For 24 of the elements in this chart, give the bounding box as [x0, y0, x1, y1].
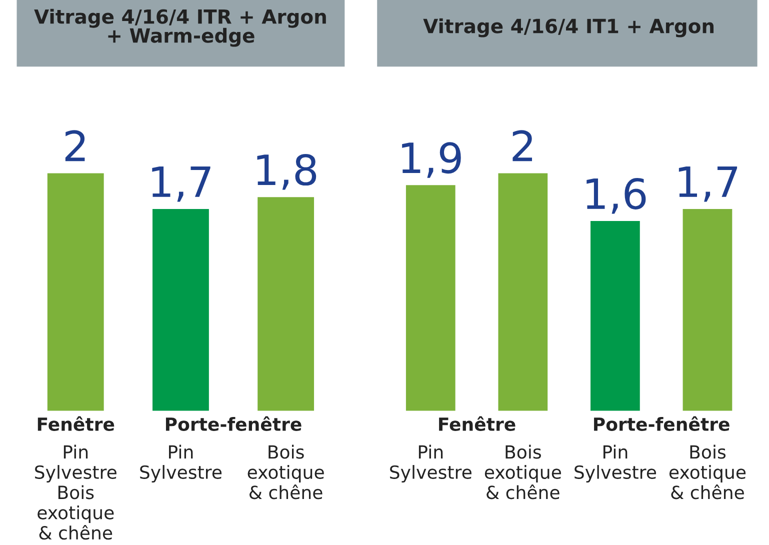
x-tick-label: Pin Sylvestre Bois exotique & chêne [35, 444, 116, 540]
x-tick-label: Bois exotique & chêne [484, 444, 561, 500]
bar [589, 220, 642, 412]
chart-title: Vitrage 4/16/4 IT1 + Argon [423, 18, 714, 38]
text: Porte-fenêtre [166, 416, 302, 432]
data-label: 1,7 [152, 166, 210, 202]
bar [681, 208, 734, 412]
bar [496, 172, 549, 412]
data-label: 1,8 [257, 154, 316, 190]
text: Fenêtre [38, 416, 114, 432]
data-label: 1,6 [586, 178, 646, 214]
x-tick-label: Pin Sylvestre [140, 444, 222, 482]
chart-title: Vitrage 4/16/4 ITR + Argon + Warm-edge [34, 8, 326, 47]
x-tick-label: Bois exotique & chêne [669, 444, 746, 500]
text: Fenêtre [439, 416, 516, 432]
text: Porte-fenêtre [594, 416, 730, 432]
data-label: 2 [65, 130, 85, 162]
x-tick-label: Bois exotique & chêne [248, 444, 324, 500]
data-label: 2 [512, 130, 532, 162]
data-label: 1,7 [678, 166, 738, 202]
x-tick-label: Pin Sylvestre [390, 444, 472, 482]
bar [404, 184, 457, 412]
x-tick-label: Pin Sylvestre [574, 444, 656, 482]
data-label: 1,9 [402, 142, 461, 178]
